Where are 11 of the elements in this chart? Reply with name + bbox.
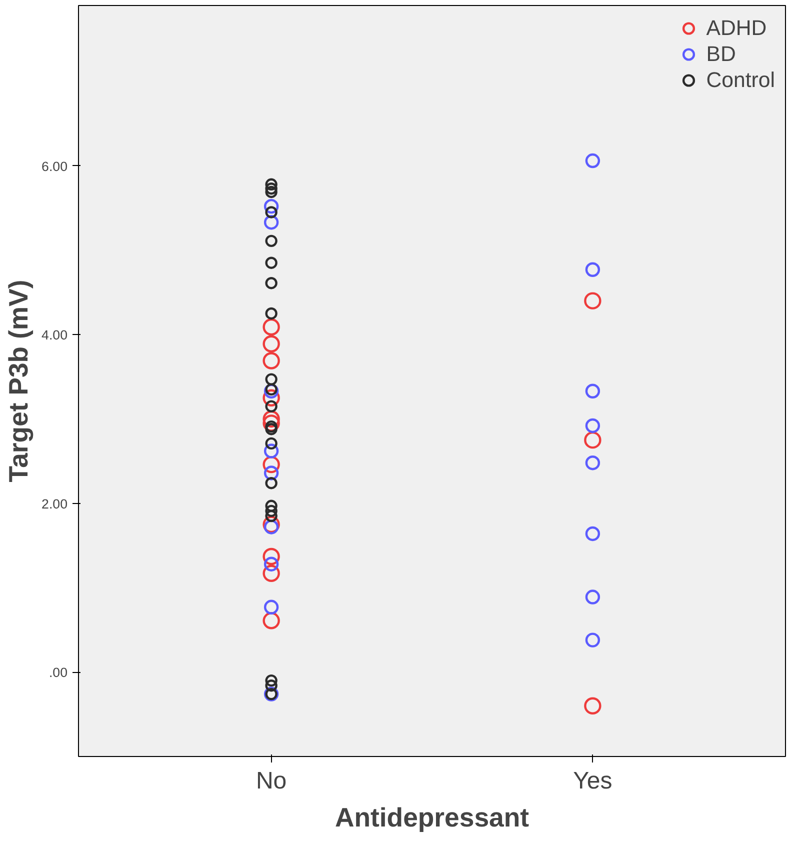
x-tick-label: No xyxy=(256,768,287,794)
legend-label: ADHD xyxy=(706,16,767,40)
y-tick-label: .00 xyxy=(48,665,68,680)
legend-label: Control xyxy=(706,68,775,92)
legend-label: BD xyxy=(706,42,736,66)
x-axis-title: Antidepressant xyxy=(334,802,530,832)
y-tick-label: 2.00 xyxy=(42,496,68,512)
y-axis-title: Target P3b (mV) xyxy=(4,280,34,482)
y-tick-label: 6.00 xyxy=(42,158,68,174)
x-tick-label: Yes xyxy=(573,768,612,794)
y-tick-label: 4.00 xyxy=(42,328,68,343)
